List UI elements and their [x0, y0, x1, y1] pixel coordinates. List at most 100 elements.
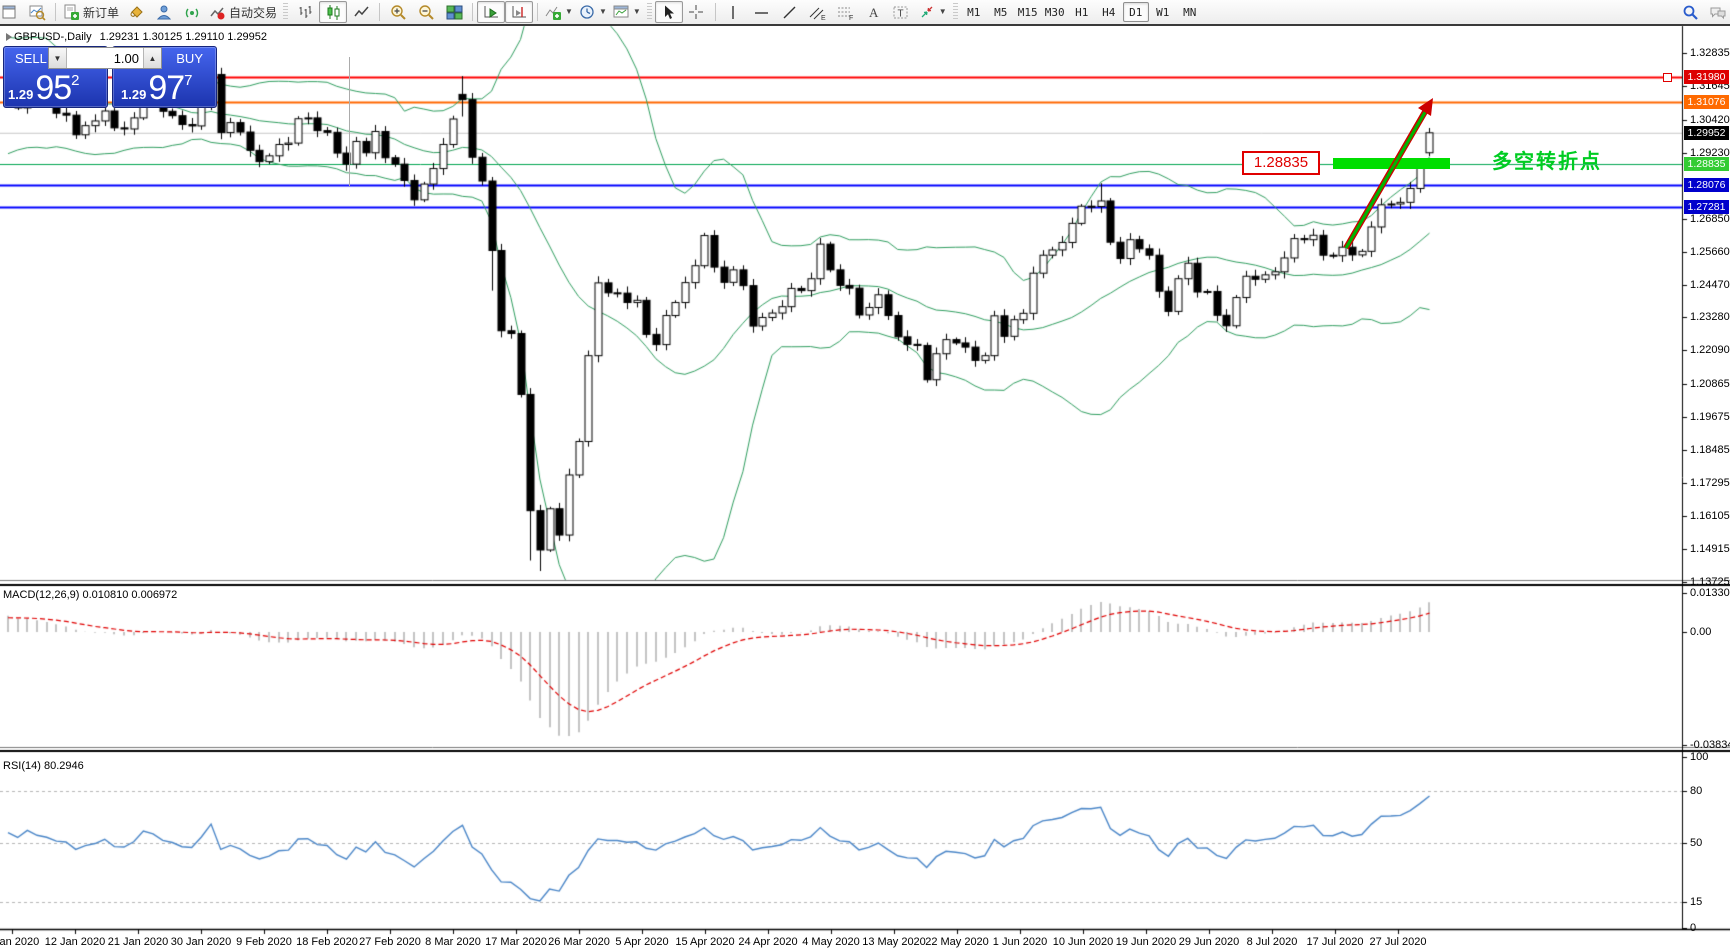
price-badge: 1.28076 — [1684, 177, 1729, 192]
dropdown-caret-icon: ▼ — [565, 7, 573, 16]
date-axis-label[interactable]: 22 May 2020 — [925, 936, 989, 948]
svg-text:F: F — [849, 15, 853, 21]
chat-button[interactable] — [1704, 1, 1730, 23]
toolbar-drag-handle[interactable] — [952, 3, 958, 21]
date-axis-label[interactable]: 10 Jun 2020 — [1052, 936, 1114, 948]
one-click-trading-panel: SELL 1.29 95 2 BUY 1.29 97 7 ▼ ▲ — [3, 46, 217, 108]
date-axis-label[interactable]: 9 Feb 2020 — [236, 936, 292, 948]
turning-point-annotation[interactable]: 多空转折点 — [1492, 151, 1602, 173]
autotrading-icon — [210, 7, 225, 19]
hline-drag-handle[interactable] — [1663, 73, 1672, 82]
cursor-tool-button[interactable] — [654, 1, 683, 23]
panel-collapse-icon[interactable] — [6, 33, 12, 41]
price-tag-label[interactable]: 1.28835 — [1242, 151, 1320, 175]
community-button[interactable] — [150, 1, 178, 23]
timeframe-button-d1[interactable]: D1 — [1122, 2, 1149, 22]
channel-tool-button[interactable]: E — [804, 1, 832, 23]
crosshair-tool-button[interactable] — [683, 1, 711, 23]
clock-icon — [580, 4, 594, 19]
date-axis-label[interactable]: 8 Jul 2020 — [1246, 936, 1298, 948]
new-order-button[interactable]: 新订单 — [60, 1, 122, 23]
volume-decrease-button[interactable]: ▼ — [49, 48, 67, 68]
autotrading-button[interactable]: 自动交易 — [206, 1, 280, 23]
timeframe-group: M1 M5 M15 M30 H1 H4 D1 W1 MN — [961, 2, 1203, 22]
support-highlight-bar[interactable] — [1333, 158, 1450, 169]
date-axis-label[interactable]: 21 Jan 2020 — [107, 936, 169, 948]
trendline-tool-button[interactable] — [776, 1, 804, 23]
auto-scroll-button[interactable] — [477, 1, 506, 23]
toolbar-drag-handle[interactable] — [646, 3, 652, 21]
indicators-button[interactable]: ▼ — [542, 1, 576, 23]
date-axis-label[interactable]: 30 Jan 2020 — [170, 936, 232, 948]
date-axis-label[interactable]: 17 Mar 2020 — [485, 936, 547, 948]
date-axis-label[interactable]: 8 Mar 2020 — [425, 936, 481, 948]
chart-shift-button[interactable] — [505, 1, 534, 23]
svg-text:E: E — [821, 15, 826, 21]
timeframe-button-h4[interactable]: H4 — [1102, 5, 1116, 19]
vertical-line-tool-button[interactable] — [720, 1, 748, 23]
timeframe-button-m15[interactable]: M15 — [1017, 5, 1038, 19]
horizontal-line-tool-button[interactable] — [748, 1, 776, 23]
date-axis-label[interactable]: 1 Jun 2020 — [992, 936, 1048, 948]
text-tool-button[interactable]: A — [860, 1, 888, 23]
toolbar-drag-handle[interactable] — [283, 3, 289, 21]
timeframe-button-h1[interactable]: H1 — [1075, 5, 1089, 19]
chart-candles-button[interactable] — [319, 1, 348, 23]
date-axis-label[interactable]: 18 Feb 2020 — [296, 936, 358, 948]
text-label-tool-button[interactable]: T — [888, 1, 916, 23]
rsi-axis-tick: 50 — [1690, 836, 1703, 849]
date-axis-label[interactable]: 27 Feb 2020 — [359, 936, 421, 948]
date-axis-label[interactable]: 12 Jan 2020 — [44, 936, 106, 948]
search-button[interactable] — [1676, 1, 1704, 23]
chart-line-button[interactable] — [347, 1, 375, 23]
zoom-out-button[interactable] — [412, 1, 440, 23]
toolbar-separator — [472, 3, 474, 21]
vertical-line-object[interactable] — [349, 57, 350, 186]
timeframe-button-m30[interactable]: M30 — [1044, 5, 1065, 19]
zoom-out-icon — [418, 4, 434, 20]
date-axis-label[interactable]: 17 Jul 2020 — [1306, 936, 1364, 948]
date-axis-label[interactable]: 15 Apr 2020 — [675, 936, 735, 948]
templates-button[interactable]: ▼ — [610, 1, 644, 23]
price-axis-tick: 1.24470 — [1690, 278, 1730, 291]
trendline-icon — [783, 6, 796, 18]
timeframe-button-mn[interactable]: MN — [1183, 5, 1197, 19]
sell-price-small: 1.29 — [8, 87, 34, 102]
date-axis-label[interactable]: 24 Apr 2020 — [738, 936, 798, 948]
arrows-tool-button[interactable]: ▼ — [916, 1, 950, 23]
timeframe-button-m1[interactable]: M1 — [967, 5, 981, 19]
timeframe-button-w1[interactable]: W1 — [1156, 5, 1170, 19]
date-axis-label[interactable]: 13 May 2020 — [862, 936, 926, 948]
price-badge: 1.28835 — [1684, 156, 1729, 171]
chart-bars-button[interactable] — [291, 1, 319, 23]
zoom-in-button[interactable] — [384, 1, 412, 23]
bars-chart-icon — [299, 5, 312, 18]
rsi-axis-tick: 80 — [1690, 785, 1703, 798]
date-axis-label[interactable]: 5 Apr 2020 — [615, 936, 669, 948]
volume-increase-button[interactable]: ▲ — [143, 48, 161, 68]
signals-button[interactable] — [178, 1, 206, 23]
fibonacci-tool-button[interactable]: F — [832, 1, 860, 23]
person-icon — [156, 5, 171, 19]
date-axis-label[interactable]: 27 Jul 2020 — [1369, 936, 1427, 948]
window-menu-button[interactable] — [0, 1, 23, 23]
date-axis-label[interactable]: 29 Jun 2020 — [1178, 936, 1240, 948]
tile-windows-button[interactable] — [440, 1, 468, 23]
date-axis-label[interactable]: 4 May 2020 — [802, 936, 860, 948]
timeframe-button-m5[interactable]: M5 — [994, 5, 1008, 19]
trend-arrow-object[interactable] — [1330, 88, 1455, 263]
price-axis-tick: 1.18485 — [1690, 444, 1730, 457]
template-icon — [613, 5, 629, 17]
styles-button[interactable] — [122, 1, 150, 23]
periods-button[interactable]: ▼ — [576, 1, 610, 23]
date-axis-label[interactable]: 3 Jan 2020 — [0, 936, 40, 948]
signal-icon — [185, 8, 198, 17]
volume-input[interactable] — [67, 48, 143, 68]
date-axis-label[interactable]: 26 Mar 2020 — [548, 936, 610, 948]
price-axis-tick: 1.30420 — [1690, 113, 1730, 126]
date-axis-label[interactable]: 19 Jun 2020 — [1115, 936, 1177, 948]
chart-preview-icon — [29, 5, 46, 21]
price-badge: 1.31980 — [1684, 69, 1729, 84]
chart-preview-button[interactable] — [23, 1, 51, 23]
